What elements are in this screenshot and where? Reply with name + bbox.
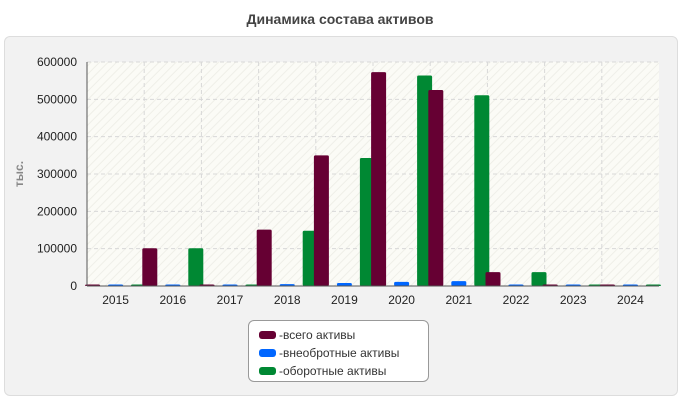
legend-prefix: - <box>279 328 283 342</box>
legend-label-noncurrent: внеобротные активы <box>283 346 400 360</box>
legend-swatch-current <box>259 367 276 375</box>
legend-label-total: всего активы <box>283 328 356 342</box>
y-tick-label: 200000 <box>37 204 77 218</box>
legend-item-total[interactable]: - всего активы <box>259 326 428 344</box>
bar-total-2019[interactable] <box>313 155 329 286</box>
x-tick-label: 2018 <box>274 293 301 307</box>
bar-current-2021[interactable] <box>474 95 490 286</box>
bar-total-2021[interactable] <box>428 90 444 286</box>
x-tick-label: 2016 <box>159 293 186 307</box>
x-tick-label: 2021 <box>445 293 472 307</box>
legend-prefix: - <box>279 346 283 360</box>
y-tick-label: 600000 <box>37 55 77 69</box>
bar-total-2020[interactable] <box>371 72 387 286</box>
x-tick-label: 2023 <box>560 293 587 307</box>
y-tick-label: 300000 <box>37 167 77 181</box>
x-tick-label: 2019 <box>331 293 358 307</box>
legend-item-noncurrent[interactable]: - внеобротные активы <box>259 344 428 362</box>
y-tick-label: 400000 <box>37 130 77 144</box>
y-tick-label: 0 <box>70 279 77 293</box>
x-tick-label: 2024 <box>617 293 644 307</box>
x-tick-label: 2015 <box>102 293 129 307</box>
y-tick-label: 500000 <box>37 92 77 106</box>
chart-legend: - всего активы - внеобротные активы - об… <box>248 320 429 382</box>
legend-swatch-total <box>259 331 276 339</box>
x-tick-label: 2020 <box>388 293 415 307</box>
x-tick-label: 2017 <box>217 293 244 307</box>
legend-prefix: - <box>279 364 283 378</box>
legend-swatch-noncurrent <box>259 349 276 357</box>
bar-total-2018[interactable] <box>256 229 272 286</box>
bar-total-2016[interactable] <box>142 248 158 286</box>
bar-current-2016[interactable] <box>188 248 204 286</box>
bar-total-2022[interactable] <box>485 272 501 286</box>
x-tick-label: 2022 <box>503 293 530 307</box>
y-tick-label: 100000 <box>37 242 77 256</box>
chart-title: Динамика состава активов <box>246 11 434 27</box>
legend-item-current[interactable]: - оборотные активы <box>259 362 428 380</box>
y-axis-label: тыс. <box>12 161 26 187</box>
bar-noncurrent-2021[interactable] <box>451 281 467 286</box>
legend-label-current: оборотные активы <box>283 364 387 378</box>
bar-current-2022[interactable] <box>531 272 547 286</box>
bar-noncurrent-2020[interactable] <box>394 281 410 286</box>
bar-noncurrent-2019[interactable] <box>336 283 352 286</box>
